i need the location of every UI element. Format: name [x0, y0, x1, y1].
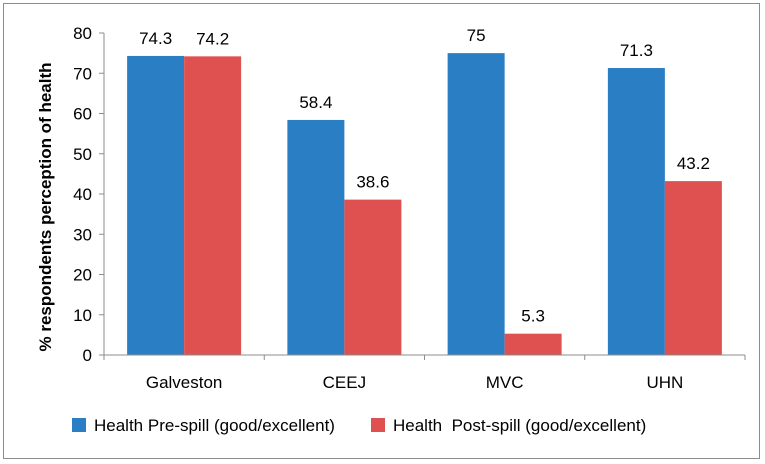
y-tick-label: 30: [73, 225, 92, 244]
y-tick-label: 50: [73, 145, 92, 164]
bar-post-spill-ceej: [344, 199, 402, 355]
legend-label: Health Post-spill (good/excellent): [393, 416, 646, 435]
data-label: 75: [467, 26, 486, 45]
bar-post-spill-mvc: [504, 333, 562, 355]
bar-pre-spill-galveston: [127, 55, 185, 355]
data-label: 5.3: [521, 307, 545, 326]
legend: Health Pre-spill (good/excellent) Health …: [72, 416, 646, 435]
bar-pre-spill-mvc: [447, 53, 505, 355]
x-category-label: MVC: [486, 373, 524, 392]
x-category-label: Galveston: [146, 373, 223, 392]
y-tick-label: 10: [73, 306, 92, 325]
y-tick-label: 60: [73, 105, 92, 124]
data-label: 74.3: [139, 29, 172, 48]
bar-post-spill-galveston: [184, 56, 242, 355]
data-label: 58.4: [299, 93, 332, 112]
y-tick-label: 40: [73, 185, 92, 204]
legend-label: Health Pre-spill (good/excellent): [94, 416, 335, 435]
y-tick-label: 0: [83, 346, 92, 365]
bar-post-spill-uhn: [664, 181, 722, 355]
data-label: 71.3: [620, 41, 653, 60]
x-category-label: UHN: [646, 373, 683, 392]
data-label: 38.6: [356, 173, 389, 192]
y-tick-label: 20: [73, 266, 92, 285]
data-label: 74.2: [196, 29, 229, 48]
y-tick-label: 70: [73, 64, 92, 83]
bar-pre-spill-uhn: [607, 68, 665, 355]
legend-swatch: [72, 418, 86, 432]
x-category-label: CEEJ: [323, 373, 366, 392]
y-tick-label: 80: [73, 24, 92, 43]
data-label: 43.2: [677, 154, 710, 173]
legend-swatch: [371, 418, 385, 432]
bar-pre-spill-ceej: [287, 119, 345, 355]
y-axis-title: % respondents perception of health: [36, 62, 55, 351]
